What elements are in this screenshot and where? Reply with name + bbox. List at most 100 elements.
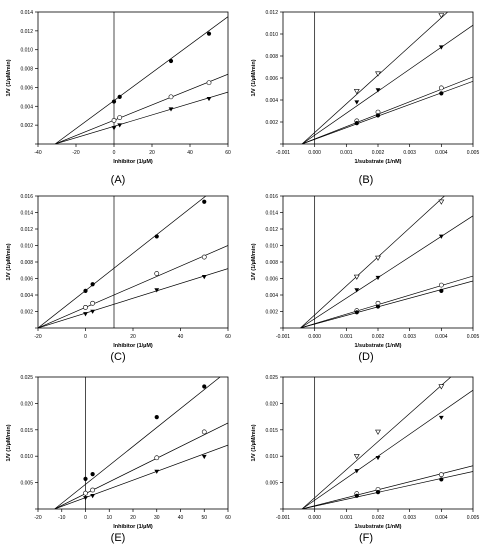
- y-tick-label: 0.020: [20, 401, 33, 407]
- data-point-open-circle: [201, 254, 207, 260]
- y-tick-label: 0.006: [265, 277, 278, 283]
- fit-line: [301, 389, 473, 509]
- data-point-filled-circle: [354, 121, 359, 126]
- fit-line: [301, 12, 448, 144]
- x-axis-title: Inhibitor (1/µM): [113, 524, 153, 530]
- x-tick-label: 0: [84, 515, 87, 521]
- y-tick-label: 0.002: [20, 310, 33, 316]
- data-point-filled-triangle: [83, 496, 88, 501]
- data-point-open-triangle: [438, 384, 445, 390]
- panel-caption: (C): [110, 351, 125, 363]
- data-point-filled-circle: [439, 477, 444, 482]
- x-tick-label: 0.002: [372, 334, 385, 340]
- fit-line: [301, 24, 473, 144]
- chart-panel: 0.005 0.010 0.015 0.020 0.025 -0.001 0.000 0.00…: [251, 375, 479, 544]
- y-tick-label: 0.025: [20, 375, 33, 381]
- y-tick-label: 0.006: [20, 85, 33, 91]
- data-point-filled-triangle: [438, 234, 444, 239]
- x-tick-label: -20: [72, 150, 79, 156]
- data-point-filled-triangle: [375, 275, 381, 281]
- data-point-open-circle: [117, 115, 123, 120]
- data-point-open-circle: [111, 118, 117, 123]
- data-point-filled-circle: [375, 490, 381, 495]
- fit-line: [301, 377, 452, 509]
- panel-caption: (B): [359, 174, 374, 186]
- panel-caption: (A): [111, 174, 126, 186]
- data-point-filled-circle: [439, 288, 444, 293]
- data-point-open-triangle: [375, 429, 381, 435]
- x-tick-label: 60: [225, 515, 231, 521]
- x-tick-label: 60: [225, 150, 231, 156]
- data-point-filled-circle: [83, 288, 88, 293]
- data-point-open-circle: [438, 85, 444, 91]
- y-tick-label: 0.010: [20, 48, 33, 54]
- y-tick-label: 0.002: [265, 120, 278, 126]
- data-point-filled-circle: [90, 472, 95, 477]
- x-tick-label: -0.001: [276, 334, 290, 340]
- y-tick-label: 0.008: [20, 67, 33, 73]
- y-tick-label: 0.010: [20, 244, 33, 250]
- fit-line: [301, 465, 473, 509]
- data-point-filled-circle: [206, 31, 212, 36]
- y-tick-label: 0.004: [20, 104, 33, 110]
- y-tick-label: 0.006: [20, 277, 33, 283]
- x-tick-label: 0.005: [467, 515, 480, 521]
- x-tick-label: 0.004: [435, 150, 448, 156]
- x-tick-label: -40: [34, 150, 41, 156]
- data-point-filled-triangle: [83, 312, 88, 317]
- data-point-filled-triangle: [154, 469, 160, 474]
- data-point-filled-triangle: [438, 415, 444, 421]
- y-axis-title: 1/V (1/µM/min): [251, 243, 257, 280]
- chart-panel: 0.002 0.004 0.006 0.008 0.010 0.012 0.014 0.016…: [251, 194, 479, 363]
- data-point-open-circle: [90, 487, 96, 493]
- x-tick-label: 0.003: [403, 150, 416, 156]
- x-tick-label: 20: [130, 515, 136, 521]
- data-point-filled-circle: [354, 310, 359, 315]
- x-tick-label: 50: [201, 515, 207, 521]
- data-point-filled-circle: [117, 94, 122, 99]
- x-axis-title: Inhibitor (1/µM): [113, 159, 153, 165]
- panel-caption: (D): [358, 351, 373, 363]
- chart-panel: 0.002 0.004 0.006 0.008 0.010 0.012 -0.001 0.00…: [251, 10, 479, 186]
- fit-line: [54, 444, 228, 509]
- chart-panel: 0.005 0.010 0.015 0.020 0.025 -20 -10 0 10 20 30 40…: [6, 375, 231, 544]
- y-tick-label: 0.005: [20, 481, 33, 487]
- y-tick-label: 0.012: [20, 227, 33, 233]
- x-tick-label: 0.002: [372, 150, 385, 156]
- chart-panel: 0.002 0.004 0.006 0.008 0.010 0.012 0.014 -40 -2…: [6, 10, 231, 186]
- y-tick-label: 0.008: [265, 54, 278, 60]
- x-tick-label: -0.001: [276, 150, 290, 156]
- x-tick-label: 0.002: [372, 515, 385, 521]
- y-axis-title: 1/V (1/µM/min): [251, 424, 257, 461]
- x-axis-title: 1/substrate (1/nM): [354, 159, 401, 165]
- x-tick-label: 0.000: [308, 150, 321, 156]
- y-tick-label: 0.005: [265, 481, 278, 487]
- y-axis-title: 1/V (1/µM/min): [6, 59, 12, 96]
- data-point-filled-circle: [83, 476, 88, 482]
- data-point-open-circle: [154, 271, 160, 276]
- x-tick-label: 40: [178, 515, 184, 521]
- data-point-open-circle: [83, 490, 88, 496]
- fit-line: [54, 422, 228, 509]
- data-point-filled-circle: [154, 234, 159, 239]
- fit-line: [54, 16, 228, 144]
- x-tick-label: 60: [225, 334, 231, 340]
- y-tick-label: 0.004: [265, 293, 278, 299]
- y-tick-label: 0.016: [265, 194, 278, 200]
- y-tick-label: 0.006: [265, 76, 278, 82]
- data-point-open-triangle: [353, 89, 360, 95]
- fit-line: [300, 275, 473, 328]
- x-axis-title: Inhibitor (1/µM): [113, 343, 153, 349]
- x-tick-label: 0.004: [435, 515, 448, 521]
- data-point-open-circle: [201, 429, 207, 435]
- data-point-filled-triangle: [438, 45, 444, 50]
- data-point-filled-triangle: [117, 123, 123, 128]
- data-point-open-triangle: [353, 454, 360, 460]
- x-tick-label: -10: [58, 515, 65, 521]
- y-tick-label: 0.012: [265, 10, 278, 16]
- fit-line: [300, 280, 473, 328]
- data-point-filled-triangle: [206, 96, 212, 102]
- fit-line: [38, 196, 207, 328]
- x-tick-label: 0.003: [403, 515, 416, 521]
- data-point-filled-triangle: [354, 100, 360, 105]
